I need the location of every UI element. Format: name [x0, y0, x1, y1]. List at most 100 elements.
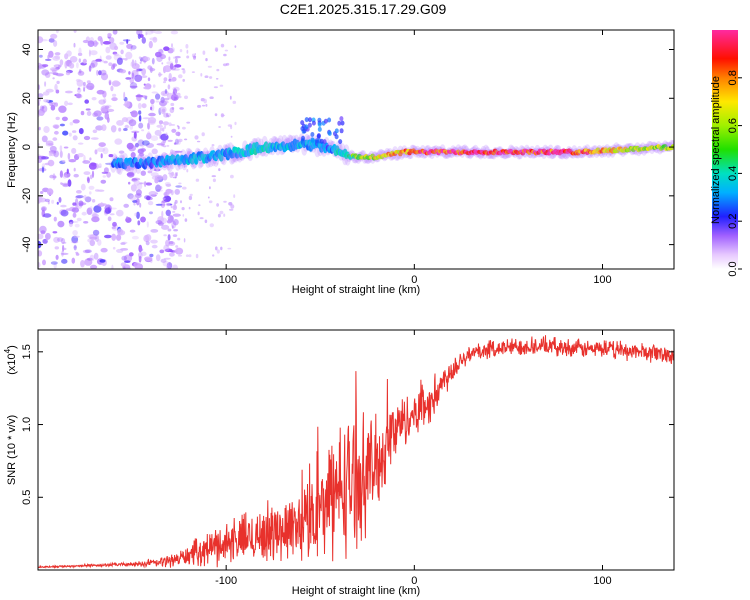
spectrogram-noise-blob [147, 170, 153, 174]
spectrogram-x-label: Height of straight line (km) [292, 284, 420, 296]
spectrogram-noise-blob [155, 93, 161, 100]
spectrogram-noise-blob [179, 49, 183, 53]
spectrogram-noise-blob [131, 72, 135, 79]
spectrogram-noise-blob [96, 116, 104, 121]
spectrogram-noise-blob [151, 91, 158, 94]
svg-text:(x104): (x104) [3, 345, 18, 375]
spectrogram-x-ticks: -100 0 100 [215, 30, 612, 286]
snr-y-ticks: 0.5 1.0 1.5 [21, 344, 674, 505]
spectrogram-noise-blob [185, 44, 189, 49]
spectrogram-noise-blob [170, 205, 173, 209]
spectrogram-noise-blob [162, 92, 165, 96]
spectrogram-noise-blob [159, 127, 163, 131]
spectrogram-noise-blob [167, 114, 170, 118]
spectrogram-noise-blob [149, 37, 157, 41]
snr-frame [37, 329, 675, 571]
spectrogram-noise-blob [59, 150, 63, 158]
spectrogram-noise-blob [72, 119, 80, 124]
spectrogram-noise-blob [125, 51, 133, 60]
spectrogram-noise-blob [86, 207, 93, 215]
spectrogram-noise-blob [166, 144, 170, 147]
spectrogram-noise-blob [194, 135, 199, 140]
spectrogram-noise-blob [148, 191, 157, 196]
spectrogram-noise-blob [96, 69, 99, 76]
spectrogram-noise-blob [197, 211, 200, 216]
spectrogram-x-tick-label: -100 [215, 274, 237, 286]
spectrogram-noise-blob [116, 120, 124, 126]
spectrogram-noise-blob [83, 81, 86, 87]
spectrogram-noise-blob [141, 37, 146, 44]
spectrogram-noise-blob [93, 40, 98, 47]
spectrogram-noise-blob [168, 56, 171, 61]
spectrogram-noise-blob [138, 255, 142, 263]
spectrogram-y-ticks: -40 -20 0 20 40 [21, 43, 674, 253]
spectrogram-noise-blob [60, 204, 67, 208]
spectrogram-noise-blob [200, 73, 203, 77]
spectrogram-noise-blob [60, 252, 69, 255]
spectrogram-noise-blob [170, 30, 179, 35]
spectrogram-noise-blob [68, 132, 72, 137]
spectrogram-noise-blob [109, 37, 115, 44]
spectrogram-noise-blob [145, 182, 153, 186]
spectrogram-noise-blob [176, 92, 181, 97]
spectrogram-noise-blob [109, 213, 115, 216]
spectrogram-noise-blob [185, 254, 189, 257]
spectrogram-noise-blob [177, 254, 183, 257]
spectrogram-noise-blob [145, 234, 152, 242]
spectrogram-noise-blob [71, 257, 76, 264]
spectrogram-noise-blob [123, 103, 130, 106]
spectrogram-noise-blob [54, 83, 58, 91]
spectrogram-noise-blob [97, 239, 102, 246]
spectrogram-noise-blob [168, 73, 172, 81]
spectrogram-noise-blob [78, 200, 84, 207]
spectrogram-noise-blob [133, 180, 140, 186]
spectrogram-noise-blob [52, 137, 58, 141]
spectrogram-noise-blob [183, 164, 186, 168]
spectrogram-noise-blob [170, 63, 174, 67]
spectrogram-noise-blob [223, 53, 227, 57]
spectrogram-noise-blob [138, 115, 142, 122]
spectrogram-noise-blob [166, 165, 169, 169]
spectrogram-noise-blob [121, 255, 127, 261]
spectrogram-y-tick-label: 20 [21, 92, 33, 104]
spectrogram-noise-blob [137, 220, 141, 226]
spectrogram-noise-blob [104, 204, 112, 212]
spectrogram-ridge-halo [317, 126, 322, 132]
spectrogram-noise-blob [47, 200, 50, 205]
spectrogram-noise-blob [78, 47, 82, 55]
spectrogram-noise-blob [73, 42, 76, 48]
spectrogram-noise-blob [146, 143, 154, 148]
spectrogram-noise-blob [208, 200, 213, 204]
spectrogram-noise-blob [129, 194, 137, 201]
spectrogram-noise-blob [97, 147, 106, 152]
spectrogram-noise-blob [69, 56, 78, 63]
spectrogram-noise-blob [83, 171, 91, 176]
spectrogram-noise-blob [172, 204, 178, 211]
spectrogram-noise-blob [166, 262, 173, 269]
spectrogram-noise-blob [145, 240, 150, 246]
spectrogram-noise-blob [48, 143, 54, 146]
spectrogram-noise-blob [225, 62, 230, 66]
spectrogram-noise-blob [146, 131, 151, 139]
spectrogram-noise-blob [89, 191, 92, 195]
snr-x-tick-label: 100 [593, 575, 611, 587]
spectrogram-noise-blob [171, 96, 175, 100]
spectrogram-noise-blob [120, 248, 129, 251]
spectrogram-noise-blob [42, 91, 50, 96]
spectrogram-noise-blob [100, 117, 104, 120]
spectrogram-noise-blob [98, 163, 102, 168]
spectrogram-noise-blob [170, 79, 175, 82]
spectrogram-noise-blob [71, 147, 77, 154]
spectrogram-noise-blob [150, 30, 156, 34]
spectrogram-noise-blob [57, 220, 65, 228]
spectrogram-noise-blob [53, 175, 57, 179]
spectrogram-noise-blob [77, 52, 83, 57]
spectrogram-noise-blob [182, 186, 187, 190]
spectrogram-noise-blob [124, 260, 131, 264]
spectrogram-noise-blob [130, 45, 137, 50]
spectrogram-noise-blob [86, 80, 91, 84]
spectrogram-noise-blob [94, 149, 97, 154]
spectrogram-noise-blob [64, 90, 73, 94]
spectrogram-noise-blob [187, 151, 191, 155]
